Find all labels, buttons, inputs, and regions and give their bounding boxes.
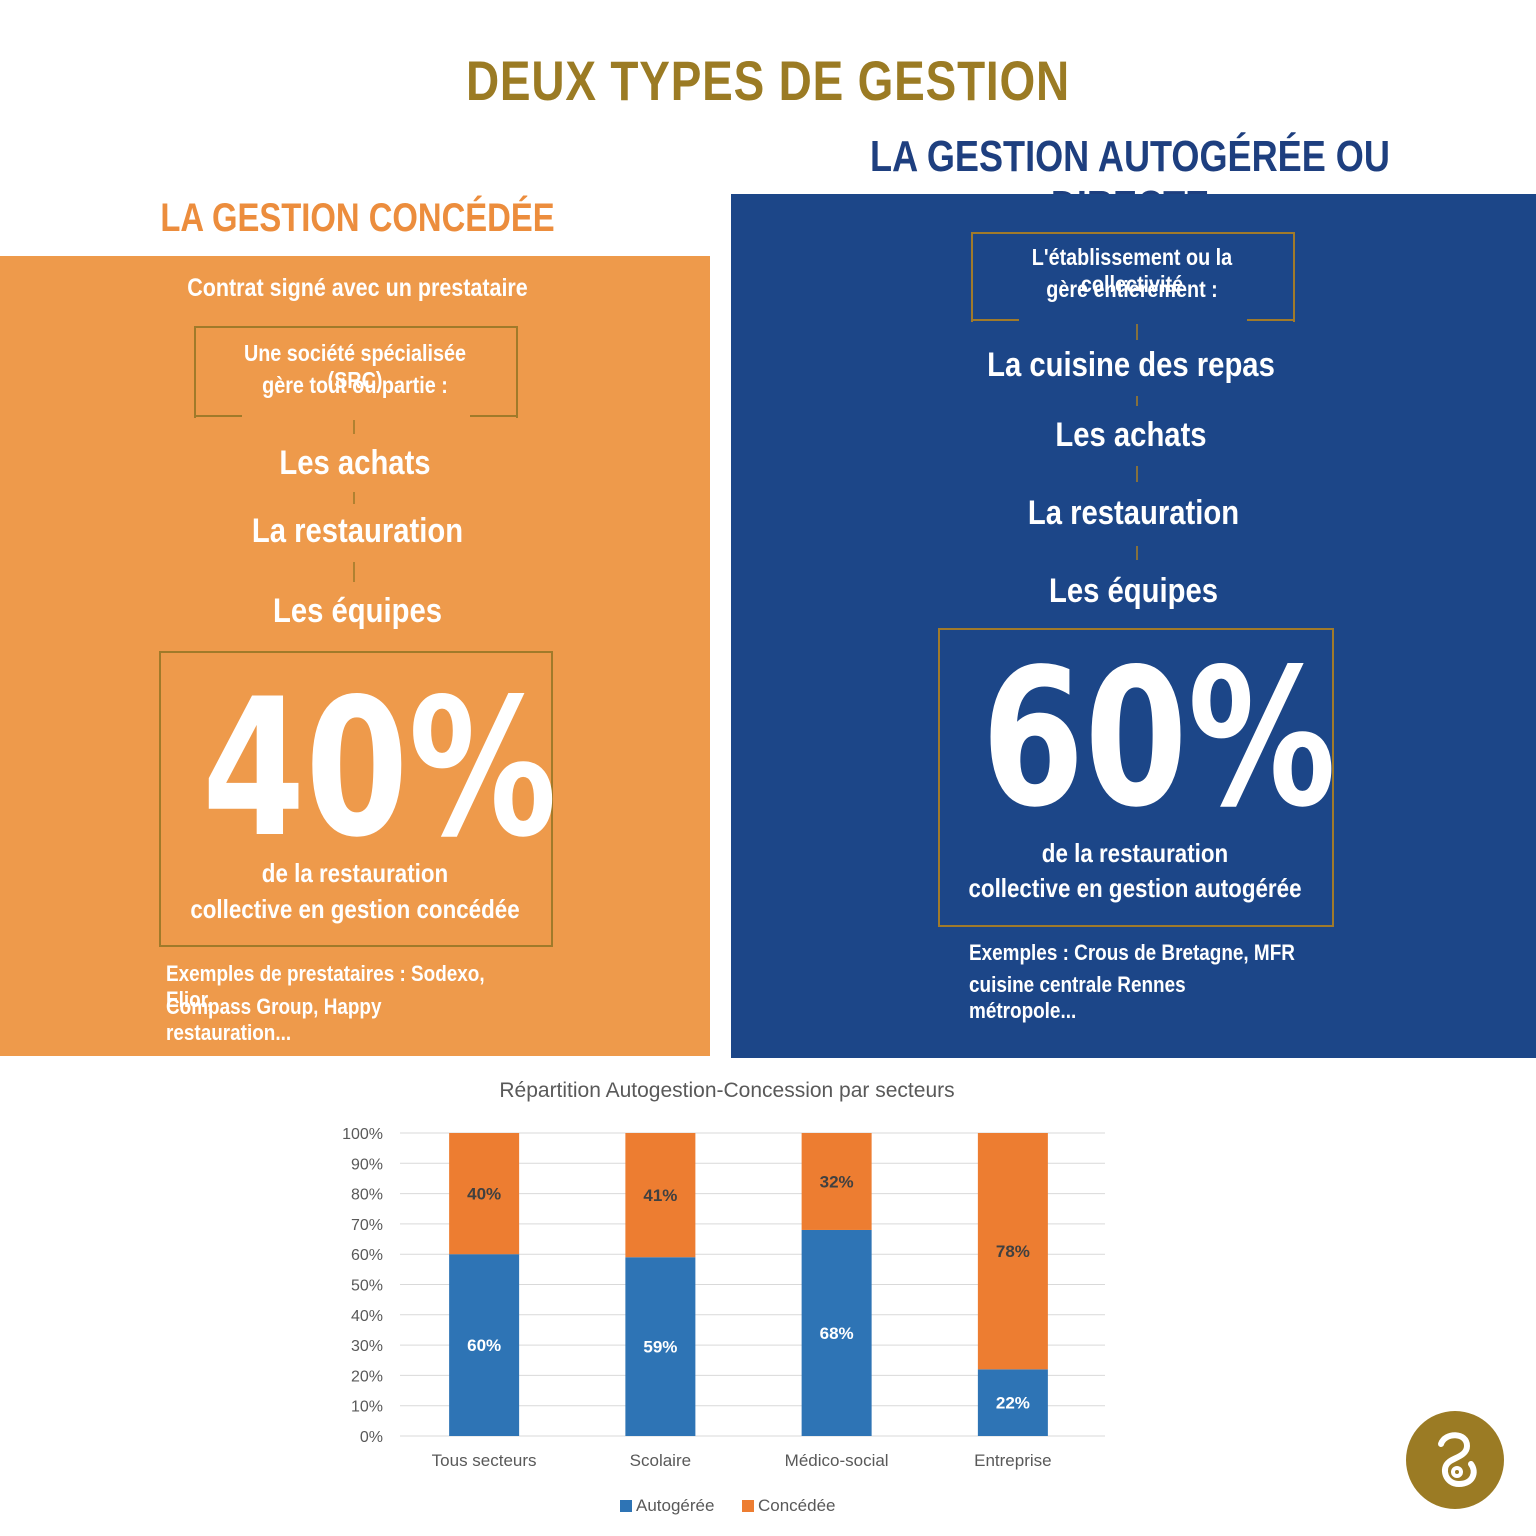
chart-title: Répartition Autogestion-Concession par s… (499, 1079, 954, 1102)
y-tick-label: 40% (351, 1308, 383, 1325)
bar-concédée (449, 1133, 520, 1255)
connector (1136, 324, 1138, 340)
percent-40: 40% (202, 658, 557, 879)
examples-line2: Compass Group, Happy restauration... (166, 994, 382, 1045)
y-tick-label: 20% (351, 1368, 383, 1385)
y-tick-label: 70% (351, 1217, 383, 1234)
connector (353, 492, 355, 504)
data-label: 40% (467, 1185, 501, 1204)
examples-line1: Exemples de prestataires : Sodexo, Elior… (166, 961, 485, 1012)
connector (1136, 396, 1138, 406)
legend-label: Autogérée (636, 1496, 714, 1515)
concedee-heading: LA GESTION CONCÉDÉE (160, 196, 555, 240)
percent-60: 60% (981, 628, 1337, 849)
connector (353, 562, 355, 582)
contract-text: Contrat signé avec un prestataire (187, 274, 528, 302)
y-tick-label: 0% (360, 1429, 383, 1446)
y-tick-label: 50% (351, 1278, 383, 1295)
data-label: 22% (996, 1394, 1030, 1413)
bar-concédée (625, 1133, 696, 1258)
connector (1136, 466, 1138, 482)
data-label: 68% (820, 1324, 854, 1343)
etab-line1: L'établissement ou la collectivité (1031, 244, 1233, 297)
logo-swirl (1438, 1432, 1477, 1488)
x-axis: Tous secteurs Scolaire Médico-social Entrep… (432, 1451, 1052, 1470)
etab-line2: gère entièrement : (1046, 276, 1218, 302)
data-label: 78% (996, 1242, 1030, 1261)
desc-line2: collective en gestion autogérée (968, 873, 1302, 903)
examples-line1: Exemples : Crous de Bretagne, MFR , (969, 940, 1295, 991)
bar-autogérée (449, 1254, 520, 1436)
desc-line1: de la restauration (1041, 838, 1229, 868)
x-tick-label: Scolaire (630, 1451, 691, 1470)
bar-autogérée (977, 1369, 1048, 1436)
item-cuisine: La cuisine des repas (987, 346, 1275, 384)
data-label: 32% (820, 1172, 854, 1191)
data-label: 60% (467, 1336, 501, 1355)
y-tick-label: 10% (351, 1399, 383, 1416)
legend: Autogérée Concédée (620, 1496, 836, 1515)
item-equipes: Les équipes (272, 592, 442, 630)
bars: 60% 40% 59% 41% 68% 32% 22% 78% (449, 1133, 1048, 1436)
bar-concédée (801, 1133, 872, 1230)
bar-autogérée (625, 1257, 696, 1436)
bar-autogérée (801, 1229, 872, 1436)
y-tick-label: 30% (351, 1338, 383, 1355)
item-achats: Les achats (1055, 416, 1207, 454)
concedee-panel: Contrat signé avec un prestataire Une so… (0, 256, 710, 1056)
logo-dot (1451, 1466, 1463, 1478)
y-tick-label: 60% (351, 1247, 383, 1264)
y-tick-label: 90% (351, 1156, 383, 1173)
autogeree-panel: L'établissement ou la collectivité gère … (731, 194, 1536, 1058)
percent-frame (938, 628, 1334, 927)
brand-logo (1406, 1411, 1504, 1509)
src-line1: Une société spécialisée (SRC) (243, 340, 467, 393)
y-axis: 0% 10% 20% 30% 40% 50% 60% 70% 80% 90% 100% (342, 1126, 383, 1446)
item-achats: Les achats (279, 444, 431, 482)
connector (353, 420, 355, 434)
item-equipes: Les équipes (1048, 572, 1218, 610)
frame-edge (1247, 319, 1293, 321)
frame-edge (470, 415, 516, 417)
legend-label: Concédée (758, 1496, 836, 1515)
y-tick-label: 100% (342, 1126, 383, 1143)
connector (1136, 546, 1138, 560)
x-tick-label: Tous secteurs (432, 1451, 537, 1470)
data-label: 41% (643, 1186, 677, 1205)
legend-swatch (742, 1500, 754, 1512)
frame-edge (971, 319, 1019, 321)
stacked-bar-chart: Répartition Autogestion-Concession par s… (342, 1079, 1105, 1515)
x-tick-label: Entreprise (974, 1451, 1051, 1470)
item-restauration: La restauration (251, 512, 464, 550)
legend-swatch (620, 1500, 632, 1512)
item-restauration: La restauration (1027, 494, 1240, 532)
desc-line2: collective en gestion concédée (190, 894, 520, 924)
x-tick-label: Médico-social (785, 1451, 889, 1470)
bar-concédée (977, 1133, 1048, 1370)
examples-line2: cuisine centrale Rennes métropole... (969, 972, 1186, 1023)
src-frame (194, 326, 518, 418)
main-title: DEUX TYPES DE GESTION (465, 49, 1071, 112)
data-label: 59% (643, 1338, 677, 1357)
y-tick-label: 80% (351, 1187, 383, 1204)
percent-frame (159, 651, 553, 947)
src-line2: gère tout ou partie : (262, 372, 448, 398)
frame-edge (194, 415, 242, 417)
etab-frame (971, 232, 1295, 322)
desc-line1: de la restauration (261, 858, 449, 888)
